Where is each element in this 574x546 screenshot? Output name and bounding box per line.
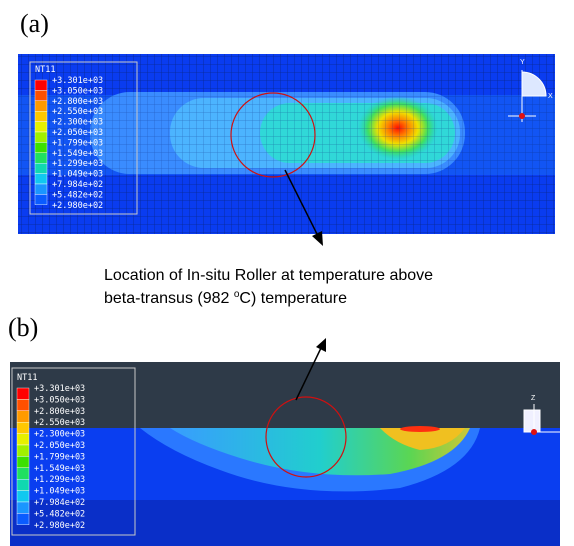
legend-swatch [35, 122, 47, 132]
body [10, 500, 560, 546]
legend-swatch [17, 399, 29, 410]
legend-value: +2.550e+03 [52, 107, 103, 117]
legend-swatch [17, 388, 29, 399]
legend-value: +1.549e+03 [34, 464, 85, 474]
legend-value: +3.050e+03 [34, 395, 85, 405]
legend-swatch [35, 184, 47, 194]
legend-value: +7.984e+02 [34, 498, 85, 508]
legend-swatch [17, 479, 29, 490]
legend-value: +1.049e+03 [34, 487, 85, 497]
legend-value: +5.482e+02 [52, 190, 103, 200]
legend-swatch [17, 445, 29, 456]
triad-label: Y [520, 59, 525, 66]
annotation: Location of In-situ Roller at temperatur… [104, 267, 433, 284]
legend-value: +3.050e+03 [52, 86, 103, 96]
legend-swatch [35, 142, 47, 152]
figure: (a) NT11+3.301e+03+3.050e+03+2.800e+03+2… [0, 0, 574, 546]
legend-value: +1.299e+03 [34, 475, 85, 485]
annotation: C) temperature [239, 290, 347, 307]
panel-a: NT11+3.301e+03+3.050e+03+2.800e+03+2.550… [18, 54, 555, 234]
legend-value: +1.299e+03 [52, 159, 103, 169]
legend-swatch [17, 456, 29, 467]
hot-spot [400, 426, 440, 432]
legend-swatch [17, 491, 29, 502]
legend-swatch [35, 153, 47, 163]
legend-value: +2.800e+03 [34, 407, 85, 417]
legend-value: +2.980e+02 [34, 521, 85, 531]
legend-value: +3.301e+03 [52, 76, 103, 86]
legend-value: +2.300e+03 [34, 430, 85, 440]
legend-swatch [35, 132, 47, 142]
legend-value: +1.549e+03 [52, 149, 103, 159]
legend-value: +2.050e+03 [34, 441, 85, 451]
panel-label: (b) [8, 313, 38, 342]
legend-title: NT11 [17, 373, 37, 383]
legend-swatch [35, 101, 47, 111]
legend-swatch [35, 111, 47, 121]
panel-b: NT11+3.301e+03+3.050e+03 +2.800e+03+2.550… [10, 362, 568, 546]
legend-value: +3.301e+03 [34, 384, 85, 394]
arrow-head [316, 338, 326, 352]
annotation: beta-transus (982 oC) temperature [104, 289, 347, 307]
legend-swatch [17, 434, 29, 445]
triad-label: X [548, 93, 553, 100]
annotation: beta-transus (982 [104, 290, 234, 307]
legend-swatch [17, 502, 29, 513]
legend-value: +1.799e+03 [34, 452, 85, 462]
legend-value: +2.550e+03 [34, 418, 85, 428]
triad-label: X [563, 430, 568, 437]
legend-swatch [17, 411, 29, 422]
legend-value: +1.049e+03 [52, 170, 103, 180]
legend-swatch [35, 80, 47, 90]
legend-value: +2.300e+03 [52, 118, 103, 128]
legend-title: NT11 [35, 65, 55, 75]
legend-swatch [17, 468, 29, 479]
triad-label: Z [531, 395, 536, 402]
legend-value: +2.800e+03 [52, 97, 103, 107]
panel-label: (a) [20, 9, 49, 38]
legend-swatch [35, 194, 47, 204]
legend-swatch [17, 513, 29, 524]
legend-swatch [17, 422, 29, 433]
legend-value: +2.980e+02 [52, 201, 103, 211]
legend-value: +5.482e+02 [34, 509, 85, 519]
legend-swatch [35, 90, 47, 100]
legend-swatch [35, 174, 47, 184]
legend-value: +7.984e+02 [52, 180, 103, 190]
legend-swatch [35, 163, 47, 173]
legend-value: +1.799e+03 [52, 138, 103, 148]
legend-value: +2.050e+03 [52, 128, 103, 138]
